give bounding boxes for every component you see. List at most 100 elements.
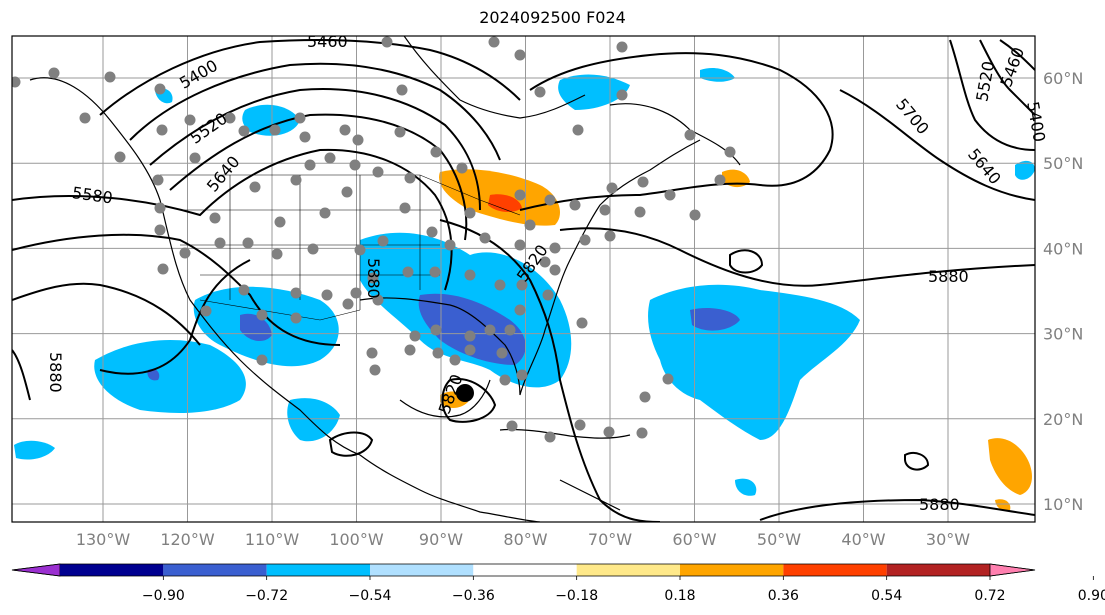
station-dot bbox=[238, 125, 250, 137]
station-dot bbox=[496, 347, 508, 359]
station-dot bbox=[549, 264, 561, 276]
station-dot bbox=[409, 330, 421, 342]
station-dot bbox=[464, 269, 476, 281]
longitude-label: 70°W bbox=[588, 530, 632, 549]
station-dot bbox=[499, 374, 511, 386]
colorbar bbox=[11, 563, 1036, 577]
station-dot bbox=[516, 279, 528, 291]
station-dot bbox=[426, 226, 438, 238]
colorbar-tick-label: −0.18 bbox=[555, 588, 598, 604]
longitude-label: 60°W bbox=[672, 530, 716, 549]
station-dot bbox=[444, 239, 456, 251]
station-dot bbox=[381, 36, 393, 48]
contour-label: 5880 bbox=[919, 495, 960, 514]
colorbar-tick-label: −0.90 bbox=[142, 588, 185, 604]
colorbar-tick-label: 0.72 bbox=[974, 588, 1005, 604]
station-dot bbox=[321, 289, 333, 301]
station-dot bbox=[464, 330, 476, 342]
station-dot bbox=[324, 152, 336, 164]
station-dot bbox=[294, 112, 306, 124]
station-dot bbox=[634, 206, 646, 218]
station-dot bbox=[242, 237, 254, 249]
colorbar-tick-label: −0.72 bbox=[245, 588, 288, 604]
station-dot bbox=[299, 131, 311, 143]
station-dot bbox=[238, 284, 250, 296]
station-dot bbox=[524, 219, 536, 231]
station-dot bbox=[152, 174, 164, 186]
latitude-labels: 60°N 50°N 40°N 30°N 20°N 10°N bbox=[1043, 69, 1083, 514]
station-dot bbox=[714, 174, 726, 186]
station-dot bbox=[339, 124, 351, 136]
colorbar-segment bbox=[60, 564, 164, 576]
station-dot bbox=[514, 239, 526, 251]
colorbar-tick-labels: −0.90 −0.72 −0.54 −0.36 −0.18 0.18 0.36 0.54 0.7… bbox=[142, 576, 1105, 604]
station-dot bbox=[104, 71, 116, 83]
station-dot bbox=[396, 84, 408, 96]
longitude-label: 40°W bbox=[841, 530, 885, 549]
station-dot bbox=[154, 202, 166, 214]
station-dot bbox=[271, 248, 283, 260]
station-dot bbox=[504, 324, 516, 336]
colorbar-extend-high bbox=[989, 563, 1036, 577]
colorbar-segment bbox=[886, 564, 990, 576]
station-dot bbox=[354, 244, 366, 256]
station-dot bbox=[369, 364, 381, 376]
station-dot bbox=[184, 114, 196, 126]
station-dot bbox=[290, 312, 302, 324]
station-dot bbox=[156, 124, 168, 136]
station-dot bbox=[399, 202, 411, 214]
latitude-label: 60°N bbox=[1043, 69, 1083, 88]
station-dot bbox=[514, 189, 526, 201]
station-dot bbox=[200, 305, 212, 317]
station-dot bbox=[449, 354, 461, 366]
station-dot bbox=[352, 134, 364, 146]
station-dot bbox=[256, 354, 268, 366]
station-dot bbox=[576, 317, 588, 329]
station-dot bbox=[430, 324, 442, 336]
longitude-label: 110°W bbox=[245, 530, 300, 549]
station-dot bbox=[464, 344, 476, 356]
station-dot bbox=[544, 194, 556, 206]
longitude-label: 90°W bbox=[419, 530, 463, 549]
map-frame bbox=[11, 35, 1036, 523]
colorbar-tick-label: 0.36 bbox=[768, 588, 799, 604]
longitude-label: 130°W bbox=[76, 530, 131, 549]
station-dot bbox=[637, 176, 649, 188]
station-dot bbox=[290, 174, 302, 186]
station-dot bbox=[432, 347, 444, 359]
longitude-label: 50°W bbox=[757, 530, 801, 549]
station-dot bbox=[569, 199, 581, 211]
station-dot bbox=[579, 234, 591, 246]
station-dot bbox=[604, 230, 616, 242]
colorbar-tick-label: −0.54 bbox=[349, 588, 392, 604]
longitude-label: 80°W bbox=[503, 530, 547, 549]
contour-label: 5880 bbox=[364, 258, 383, 299]
longitude-labels: 130°W 120°W 110°W 100°W 90°W 80°W 70°W 60°W 50°W… bbox=[76, 530, 970, 549]
latitude-label: 20°N bbox=[1043, 410, 1083, 429]
station-dot bbox=[514, 49, 526, 61]
station-dot bbox=[214, 237, 226, 249]
colorbar-extend-low bbox=[11, 563, 61, 577]
colorbar-segment bbox=[473, 564, 577, 576]
station-dot bbox=[402, 266, 414, 278]
station-dot bbox=[342, 298, 354, 310]
station-dot bbox=[189, 152, 201, 164]
station-dot bbox=[662, 373, 674, 385]
station-dot bbox=[372, 166, 384, 178]
station-dot bbox=[366, 347, 378, 359]
station-dot bbox=[304, 159, 316, 171]
station-dot bbox=[307, 243, 319, 255]
station-dot bbox=[179, 247, 191, 259]
station-dot bbox=[534, 86, 546, 98]
station-dots bbox=[12, 36, 736, 443]
station-dot bbox=[616, 41, 628, 53]
station-dot bbox=[599, 204, 611, 216]
station-dot bbox=[157, 263, 169, 275]
station-dot bbox=[684, 129, 696, 141]
colorbar-tick-label: −0.36 bbox=[452, 588, 495, 604]
station-dot bbox=[542, 289, 554, 301]
station-dot bbox=[514, 304, 526, 316]
station-dot bbox=[48, 67, 60, 79]
station-dot bbox=[544, 431, 556, 443]
contour-label: 5460 bbox=[307, 32, 348, 51]
